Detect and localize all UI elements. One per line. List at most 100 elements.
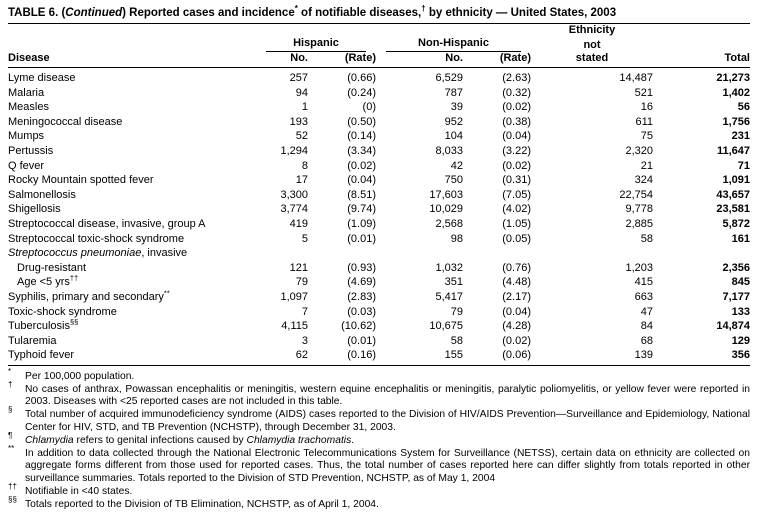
text-fragment: TABLE 6. ( bbox=[8, 7, 66, 19]
text-fragment: , invasive bbox=[141, 247, 188, 260]
value-cell: 58 bbox=[640, 232, 653, 245]
value-cell: 5 bbox=[301, 232, 308, 245]
table-row: Meningococcal disease 193 (0.50) 952 (0.38) 6… bbox=[8, 115, 750, 130]
text-fragment: Per 100,000 population. bbox=[25, 370, 135, 382]
value-cell: (4.28) bbox=[502, 320, 531, 333]
superscript-marker: †† bbox=[69, 273, 79, 283]
value-cell: (1.05) bbox=[502, 217, 531, 230]
value-cell bbox=[256, 246, 308, 261]
column-header-total: Total bbox=[653, 23, 750, 68]
value-cell: 8,033 bbox=[435, 144, 463, 157]
value-cell: 104 bbox=[444, 130, 463, 143]
disease-name-cell: Tuberculosis§§ bbox=[8, 318, 256, 334]
total-cell: 14,874 bbox=[716, 320, 750, 333]
total-cell: 71 bbox=[737, 159, 750, 172]
column-group-label: Hispanic bbox=[266, 37, 366, 52]
header-spacer bbox=[376, 24, 531, 38]
total-cell: 1,402 bbox=[722, 86, 750, 99]
text-fragment: Q fever bbox=[8, 159, 45, 172]
footnote-text: In addition to data collected through th… bbox=[25, 448, 750, 483]
column-group-hispanic: Hispanic bbox=[256, 37, 376, 52]
value-cell: 22,754 bbox=[619, 188, 653, 201]
footnote: * Per 100,000 population. bbox=[8, 366, 135, 382]
header-spacer bbox=[256, 24, 376, 38]
value-cell: (4.48) bbox=[502, 276, 531, 289]
value-cell: 419 bbox=[289, 217, 308, 230]
value-cell: (0.01) bbox=[347, 334, 376, 347]
text-fragment: Notifiable in <40 states. bbox=[25, 485, 133, 497]
text-fragment: Toxic-shock syndrome bbox=[8, 305, 117, 318]
disease-name-cell: Shigellosis bbox=[8, 202, 256, 217]
superscript-marker: † bbox=[421, 4, 426, 14]
column-header-ethnicity-line3: stated bbox=[531, 52, 653, 68]
footnote-text: Totals reported to the Division of TB El… bbox=[25, 499, 379, 510]
value-cell: (3.34) bbox=[347, 144, 376, 157]
disease-name-cell: Pertussis bbox=[8, 144, 256, 159]
total-cell: 129 bbox=[731, 334, 750, 347]
value-cell bbox=[308, 246, 376, 261]
value-cell: 121 bbox=[289, 261, 308, 274]
total-cell: 133 bbox=[731, 305, 750, 318]
text-fragment: Totals reported to the Division of TB El… bbox=[25, 498, 379, 510]
table-row: Pertussis 1,294 (3.34) 8,033 (3.22) 2,320 11,6… bbox=[8, 144, 750, 159]
table-row: Age <5 yrs†† 79 (4.69) 351 (4.48) 415 845 bbox=[8, 273, 750, 290]
total-cell: 23,581 bbox=[716, 203, 750, 216]
text-fragment: of notifiable diseases, bbox=[297, 7, 422, 19]
value-cell: 1,097 bbox=[280, 290, 308, 303]
text-fragment: Syphilis, primary and secondary bbox=[8, 290, 164, 303]
table-row: Measles 1 (0) 39 (0.02) 16 56 bbox=[8, 100, 750, 115]
value-cell: (0.14) bbox=[347, 130, 376, 143]
disease-name-cell: Streptococcus pneumoniae, invasive bbox=[8, 246, 256, 261]
footnote-text: Chlamydia refers to genital infections c… bbox=[25, 435, 354, 446]
text-fragment: Measles bbox=[8, 101, 49, 114]
value-cell: (3.22) bbox=[502, 144, 531, 157]
value-cell bbox=[463, 246, 531, 261]
italic-text: Chlamydia trachomatis bbox=[246, 434, 352, 446]
disease-name-cell: Age <5 yrs†† bbox=[8, 273, 256, 290]
value-cell: (7.05) bbox=[502, 188, 531, 201]
value-cell: (2.17) bbox=[502, 290, 531, 303]
value-cell: 1,032 bbox=[435, 261, 463, 274]
column-group-label: Non-Hispanic bbox=[386, 37, 521, 52]
value-cell: 10,675 bbox=[429, 320, 463, 333]
footnote-text: Total number of acquired immunodeficienc… bbox=[25, 409, 750, 432]
table-body: Lyme disease 257 (0.66) 6,529 (2.63) 14,487 21… bbox=[8, 68, 750, 366]
value-cell: (0.04) bbox=[502, 305, 531, 318]
superscript-marker: ** bbox=[163, 288, 170, 298]
column-header-ethnicity-line2: not bbox=[583, 39, 601, 51]
text-fragment: ) Reported cases and incidence bbox=[122, 7, 295, 19]
value-cell: (0.02) bbox=[502, 159, 531, 172]
table-row: Rocky Mountain spotted fever 17 (0.04) 750 (… bbox=[8, 173, 750, 188]
disease-name-cell: Streptococcal toxic-shock syndrome bbox=[8, 232, 256, 247]
table-row: Mumps 52 (0.14) 104 (0.04) 75 231 bbox=[8, 129, 750, 144]
column-header-non-hispanic-no: No. bbox=[376, 52, 463, 68]
footnote-text: Notifiable in <40 states. bbox=[25, 486, 132, 497]
value-cell: (4.69) bbox=[347, 276, 376, 289]
table-row: Streptococcus pneumoniae, invasive bbox=[8, 246, 750, 261]
table-row: Drug-resistant 121 (0.93) 1,032 (0.76) 1,203 2… bbox=[8, 261, 750, 276]
value-cell: (0.93) bbox=[347, 261, 376, 274]
disease-name-cell: Salmonellosis bbox=[8, 188, 256, 203]
disease-name-cell: Typhoid fever bbox=[8, 348, 256, 365]
value-cell: 7 bbox=[301, 305, 308, 318]
value-cell: 351 bbox=[444, 276, 463, 289]
value-cell: 2,885 bbox=[625, 217, 653, 230]
disease-name-cell: Lyme disease bbox=[8, 68, 256, 86]
value-cell: (0.06) bbox=[502, 349, 531, 362]
table-row: Malaria 94 (0.24) 787 (0.32) 521 1,402 bbox=[8, 86, 750, 101]
value-cell: 84 bbox=[640, 320, 653, 333]
value-cell bbox=[376, 246, 463, 261]
total-cell: 21,273 bbox=[716, 72, 750, 84]
total-cell: 5,872 bbox=[722, 217, 750, 230]
disease-name-cell: Toxic-shock syndrome bbox=[8, 305, 256, 320]
footnotes: * Per 100,000 population. † No cases of ant… bbox=[8, 366, 750, 511]
table-header: Disease Ethnicity Total Hispanic Non-His… bbox=[8, 23, 750, 68]
value-cell: (10.62) bbox=[341, 320, 376, 333]
footnote: ¶ Chlamydia refers to genital infections … bbox=[8, 430, 355, 446]
value-cell: 3,774 bbox=[280, 203, 308, 216]
text-fragment: In addition to data collected through th… bbox=[25, 448, 750, 484]
value-cell: (1.09) bbox=[347, 217, 376, 230]
footnote: ** In addition to data collected through … bbox=[8, 444, 750, 484]
table-row: Lyme disease 257 (0.66) 6,529 (2.63) 14,487 21… bbox=[8, 68, 750, 86]
